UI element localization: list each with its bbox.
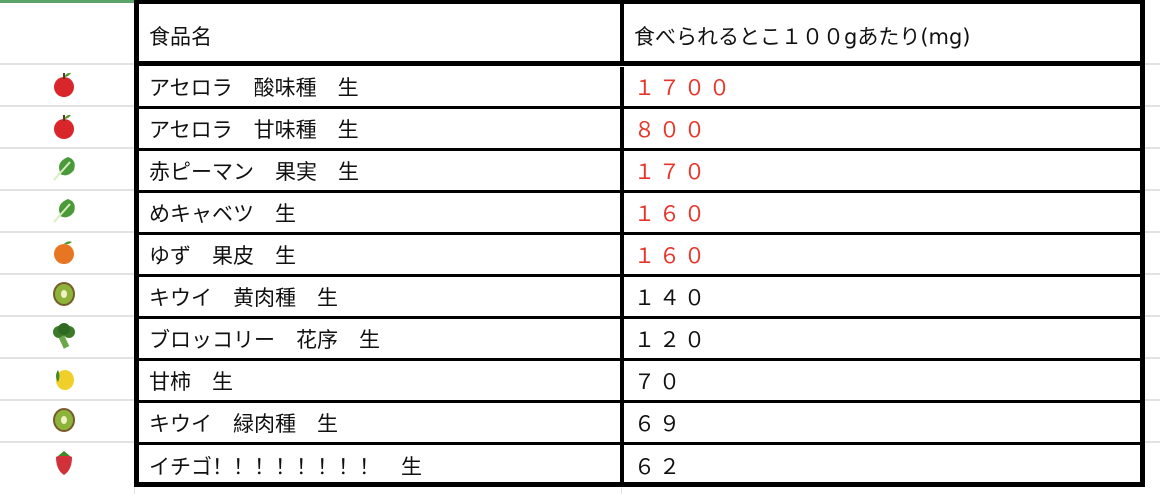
- gridline: [0, 189, 134, 191]
- table-row: キウイ 緑肉種 生 ６９: [139, 403, 1140, 445]
- broccoli-icon: [53, 323, 75, 349]
- red-apple-icon: [54, 72, 74, 97]
- gridline: [0, 315, 134, 317]
- amount-cell[interactable]: ８００: [634, 117, 709, 142]
- gridline: [0, 63, 134, 65]
- gridline: [1145, 273, 1160, 275]
- food-name-cell[interactable]: 赤ピーマン 果実 生: [139, 151, 624, 190]
- table-row: アセロラ 酸味種 生 １７００: [139, 67, 1140, 109]
- gridline: [0, 231, 134, 233]
- amount-cell[interactable]: １７０: [634, 159, 709, 184]
- gridline: [0, 273, 134, 275]
- gridline: [0, 105, 134, 107]
- gridline: [1145, 399, 1160, 401]
- table-row: イチゴ！！！！！！！！ 生 ６２: [139, 445, 1140, 487]
- gridline: [0, 357, 134, 359]
- food-name-cell[interactable]: ゆず 果皮 生: [139, 235, 624, 274]
- food-name-cell[interactable]: アセロラ 酸味種 生: [139, 67, 624, 106]
- red-apple-icon: [54, 114, 74, 139]
- food-name-cell[interactable]: イチゴ！！！！！！！！ 生: [139, 445, 624, 487]
- gridline: [1145, 189, 1160, 191]
- gridline: [134, 487, 135, 494]
- lemon-icon: [56, 370, 74, 390]
- amount-cell[interactable]: １４０: [634, 285, 709, 310]
- food-name-cell[interactable]: アセロラ 甘味種 生: [139, 109, 624, 148]
- food-name-cell[interactable]: 甘柿 生: [139, 361, 624, 400]
- amount-cell[interactable]: １２０: [634, 327, 709, 352]
- tangerine-icon: [54, 241, 74, 264]
- table-row: 甘柿 生 ７０: [139, 361, 1140, 403]
- amount-cell[interactable]: １７００: [634, 75, 734, 100]
- gridline: [621, 487, 622, 494]
- gridline: [1145, 441, 1160, 443]
- selection-indicator: [0, 0, 135, 3]
- table-row: 赤ピーマン 果実 生 １７０: [139, 151, 1140, 193]
- kiwi-icon: [53, 408, 75, 432]
- gridline: [0, 399, 134, 401]
- header-row: 食品名 食べられるとこ１００gあたり(mg): [139, 4, 1140, 66]
- amount-cell[interactable]: １６０: [634, 243, 709, 268]
- gridline: [1145, 315, 1160, 317]
- header-food-name[interactable]: 食品名: [139, 4, 624, 61]
- gridline: [0, 441, 134, 443]
- vitamin-c-table: 食品名 食べられるとこ１００gあたり(mg) アセロラ 酸味種 生 １７００ アセロ…: [134, 0, 1145, 487]
- gridline: [1145, 105, 1160, 107]
- food-name-cell[interactable]: ブロッコリー 花序 生: [139, 319, 624, 358]
- leafy-green-icon: [53, 199, 75, 223]
- table-row: ブロッコリー 花序 生 １２０: [139, 319, 1140, 361]
- table-row: アセロラ 甘味種 生 ８００: [139, 109, 1140, 151]
- gridline: [0, 147, 134, 149]
- gridline: [1145, 63, 1160, 65]
- table-row: めキャベツ 生 １６０: [139, 193, 1140, 235]
- amount-cell[interactable]: ７０: [634, 369, 684, 394]
- table-row: ゆず 果皮 生 １６０: [139, 235, 1140, 277]
- food-name-cell[interactable]: キウイ 黄肉種 生: [139, 277, 624, 316]
- kiwi-icon: [53, 282, 75, 306]
- food-name-cell[interactable]: めキャベツ 生: [139, 193, 624, 232]
- amount-cell[interactable]: ６９: [634, 411, 684, 436]
- strawberry-icon: [56, 451, 72, 475]
- gridline: [1145, 357, 1160, 359]
- leafy-green-icon: [53, 157, 75, 181]
- gridline: [1145, 147, 1160, 149]
- food-name-cell[interactable]: キウイ 緑肉種 生: [139, 403, 624, 442]
- table-row: キウイ 黄肉種 生 １４０: [139, 277, 1140, 319]
- gridline: [1145, 231, 1160, 233]
- amount-cell[interactable]: ６２: [634, 455, 684, 479]
- amount-cell[interactable]: １６０: [634, 201, 709, 226]
- header-per-100g[interactable]: 食べられるとこ１００gあたり(mg): [634, 25, 971, 49]
- column-a[interactable]: [0, 0, 134, 494]
